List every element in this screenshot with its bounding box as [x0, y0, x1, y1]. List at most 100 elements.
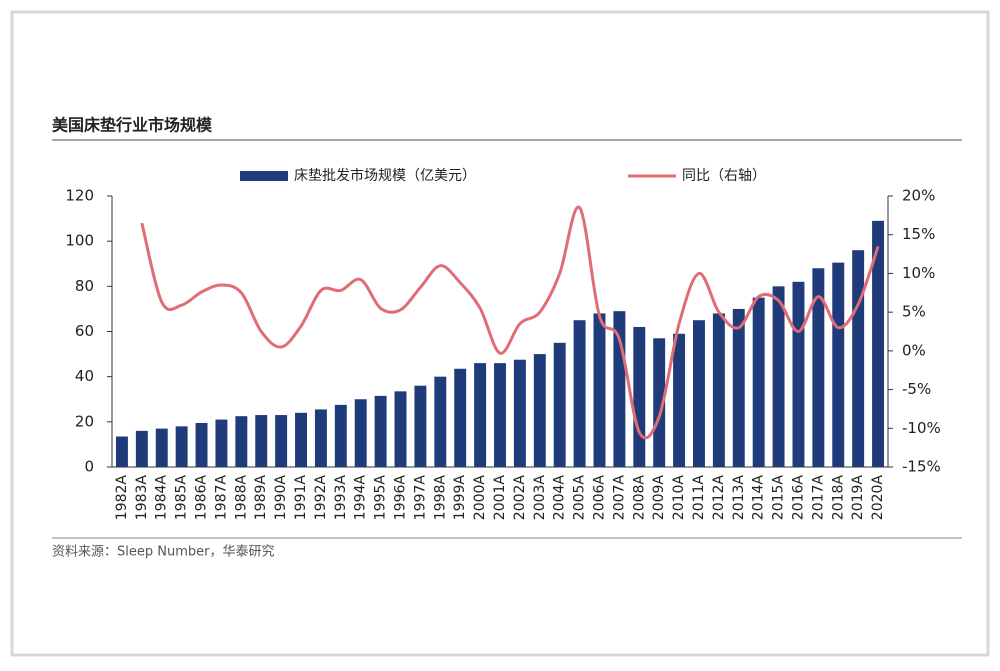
legend-swatch	[240, 171, 288, 181]
x-tick-label: 1992A	[313, 475, 329, 521]
bar	[812, 268, 825, 467]
bar	[374, 395, 387, 467]
x-tick-label: 2005A	[572, 475, 588, 521]
x-tick-label: 2018A	[830, 475, 846, 521]
bar	[494, 363, 506, 467]
x-tick-label: 2006A	[591, 475, 607, 521]
x-tick-label: 1996A	[393, 475, 409, 521]
x-tick-label: 1990A	[273, 475, 289, 521]
x-tick-label: 1989A	[253, 475, 269, 521]
x-tick-label: 2013A	[731, 475, 747, 521]
bar	[852, 250, 865, 467]
x-tick-label: 1984A	[154, 475, 170, 521]
x-tick-label: 2003A	[532, 475, 548, 521]
x-tick-label: 2004A	[552, 475, 568, 521]
y2-tick-label: 20%	[902, 187, 935, 205]
bar	[613, 311, 626, 467]
bar	[732, 308, 745, 467]
bar	[693, 320, 705, 467]
bar	[354, 399, 367, 467]
x-tick-label: 1988A	[233, 475, 249, 521]
bar	[155, 428, 168, 467]
bar	[832, 262, 845, 467]
bar	[434, 376, 447, 467]
x-tick-label: 2008A	[631, 475, 647, 521]
x-tick-label: 2000A	[472, 475, 488, 521]
y2-tick-label: -10%	[902, 419, 941, 437]
legend-label: 床垫批发市场规模（亿美元）	[294, 167, 476, 184]
bar	[314, 409, 327, 467]
x-tick-label: 1999A	[452, 475, 468, 521]
y-tick-label: 60	[75, 322, 94, 340]
y2-tick-label: -15%	[902, 458, 941, 476]
bar	[235, 416, 248, 467]
bar	[772, 286, 785, 467]
x-tick-label: 1994A	[353, 475, 369, 521]
bar	[115, 436, 128, 467]
y-tick-label: 20	[75, 412, 94, 430]
x-tick-label: 1985A	[174, 475, 190, 521]
y2-tick-label: -5%	[902, 380, 931, 398]
x-tick-label: 2019A	[850, 475, 866, 521]
y2-tick-label: 15%	[902, 225, 935, 243]
x-tick-label: 1993A	[333, 475, 349, 521]
x-tick-label: 1983A	[134, 475, 150, 521]
legend-label: 同比（右轴）	[682, 168, 766, 184]
y2-tick-label: 10%	[902, 264, 935, 282]
bar	[792, 281, 805, 467]
y2-tick-label: 0%	[902, 341, 926, 359]
bar	[673, 333, 686, 467]
bar	[215, 419, 228, 467]
y-tick-label: 80	[75, 277, 94, 295]
x-tick-label: 2016A	[790, 475, 806, 521]
bar	[295, 412, 307, 467]
x-tick-label: 2007A	[611, 475, 627, 521]
bar	[275, 415, 288, 467]
y-tick-label: 0	[84, 458, 94, 476]
bar	[414, 385, 427, 467]
x-tick-label: 1982A	[114, 475, 130, 521]
x-tick-label: 2001A	[492, 475, 508, 521]
bar	[752, 297, 765, 467]
x-tick-label: 1995A	[373, 475, 389, 521]
bar	[653, 338, 666, 467]
bar	[872, 220, 885, 467]
x-tick-label: 2009A	[651, 475, 667, 521]
bar	[135, 430, 148, 467]
x-tick-label: 1987A	[213, 475, 229, 521]
bar	[195, 422, 208, 467]
frame	[10, 10, 990, 657]
y2-tick-label: 5%	[902, 303, 926, 321]
x-tick-label: 1986A	[194, 475, 210, 521]
x-tick-label: 2015A	[771, 475, 787, 521]
source: 资料来源：Sleep Number，华泰研究	[52, 545, 274, 560]
bar	[513, 359, 526, 467]
y-tick-label: 120	[65, 187, 94, 205]
bar	[454, 368, 467, 467]
bar	[334, 404, 347, 467]
bar	[553, 342, 566, 467]
y-tick-label: 40	[75, 367, 94, 385]
x-tick-label: 1997A	[412, 475, 428, 521]
bar	[175, 426, 188, 467]
line	[140, 205, 880, 440]
bar	[394, 391, 407, 467]
bar	[474, 363, 487, 467]
x-tick-label: 2011A	[691, 475, 707, 521]
x-tick-label: 2010A	[671, 475, 687, 521]
chart-title: 美国床垫行业市场规模	[52, 116, 213, 135]
x-tick-label: 2017A	[810, 475, 826, 521]
x-tick-label: 2002A	[512, 475, 528, 521]
x-tick-label: 2012A	[711, 475, 727, 521]
y-tick-label: 100	[65, 232, 94, 250]
bar	[712, 313, 725, 467]
x-tick-label: 1991A	[293, 475, 309, 521]
bar	[573, 320, 586, 467]
x-tick-label: 1998A	[432, 475, 448, 521]
bar	[633, 326, 646, 467]
bar	[533, 354, 546, 467]
bar	[593, 313, 606, 467]
x-tick-label: 2020A	[870, 475, 886, 521]
